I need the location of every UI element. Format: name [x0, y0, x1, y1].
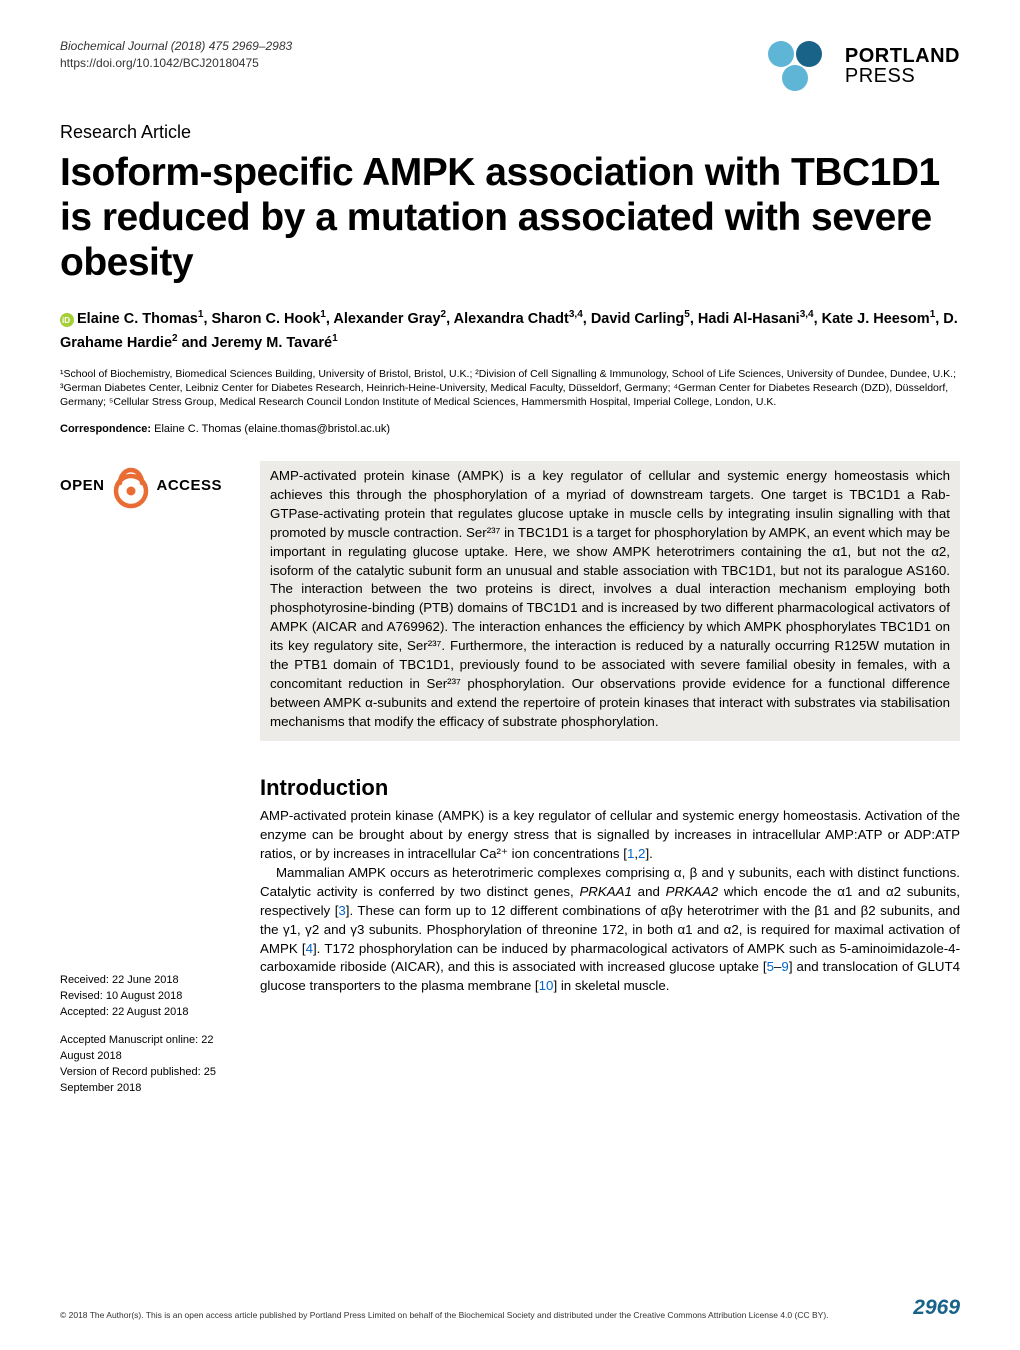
publisher-name-line2: PRESS — [845, 66, 960, 86]
date-version: Version of Record published: 25 Septembe… — [60, 1065, 236, 1097]
open-access-col: OPEN ACCESS — [60, 461, 236, 509]
page-number: 2969 — [913, 1296, 960, 1320]
header-row: Biochemical Journal (2018) 475 2969–2983… — [60, 38, 960, 94]
ref-link[interactable]: 5 — [767, 959, 774, 974]
orcid-icon — [60, 313, 74, 327]
correspondence: Correspondence: Elaine C. Thomas (elaine… — [60, 423, 960, 435]
authors: Elaine C. Thomas1, Sharon C. Hook1, Alex… — [60, 308, 960, 355]
date-revised: Revised: 10 August 2018 — [60, 989, 236, 1005]
ref-link[interactable]: 3 — [338, 903, 345, 918]
page-footer: © 2018 The Author(s). This is an open ac… — [60, 1296, 960, 1320]
portland-press-mark-icon — [765, 38, 835, 94]
abstract-text: AMP-activated protein kinase (AMPK) is a… — [260, 461, 960, 741]
ref-link[interactable]: 9 — [781, 959, 788, 974]
journal-meta: Biochemical Journal (2018) 475 2969–2983… — [60, 38, 292, 72]
correspondence-label: Correspondence: — [60, 423, 151, 435]
affiliations: ¹School of Biochemistry, Biomedical Scie… — [60, 367, 960, 410]
publisher-logo: PORTLAND PRESS — [765, 38, 960, 94]
abstract-col: AMP-activated protein kinase (AMPK) is a… — [260, 461, 960, 741]
intro-para-2: Mammalian AMPK occurs as heterotrimeric … — [260, 864, 960, 996]
dates-col: Received: 22 June 2018 Revised: 10 Augus… — [60, 741, 236, 1097]
introduction-body: AMP-activated protein kinase (AMPK) is a… — [260, 807, 960, 996]
open-access-badge: OPEN ACCESS — [60, 461, 236, 509]
intro-col: Introduction AMP-activated protein kinas… — [260, 741, 960, 996]
publisher-name-line1: PORTLAND — [845, 46, 960, 66]
authors-list: Elaine C. Thomas1, Sharon C. Hook1, Alex… — [60, 311, 958, 351]
copyright-text: © 2018 The Author(s). This is an open ac… — [60, 1310, 829, 1320]
date-accepted-ms: Accepted Manuscript online: 22 August 20… — [60, 1033, 236, 1065]
journal-doi: https://doi.org/10.1042/BCJ20180475 — [60, 55, 292, 72]
ref-link[interactable]: 10 — [539, 978, 554, 993]
intro-para-1: AMP-activated protein kinase (AMPK) is a… — [260, 807, 960, 864]
article-dates: Received: 22 June 2018 Revised: 10 Augus… — [60, 973, 236, 1097]
correspondence-text: Elaine C. Thomas (elaine.thomas@bristol.… — [151, 423, 390, 435]
open-access-right: ACCESS — [157, 477, 223, 494]
date-received: Received: 22 June 2018 — [60, 973, 236, 989]
date-accepted: Accepted: 22 August 2018 — [60, 1005, 236, 1021]
journal-citation: Biochemical Journal (2018) 475 2969–2983 — [60, 38, 292, 55]
publisher-name: PORTLAND PRESS — [845, 46, 960, 86]
open-access-lock-icon — [111, 461, 151, 509]
two-col-intro: Received: 22 June 2018 Revised: 10 Augus… — [60, 741, 960, 1097]
article-title: Isoform-specific AMPK association with T… — [60, 151, 960, 286]
article-type: Research Article — [60, 122, 960, 143]
introduction-heading: Introduction — [260, 775, 960, 801]
ref-link[interactable]: 4 — [306, 941, 313, 956]
two-col-abstract: OPEN ACCESS AMP-activated protein kinase… — [60, 461, 960, 741]
open-access-left: OPEN — [60, 477, 105, 494]
